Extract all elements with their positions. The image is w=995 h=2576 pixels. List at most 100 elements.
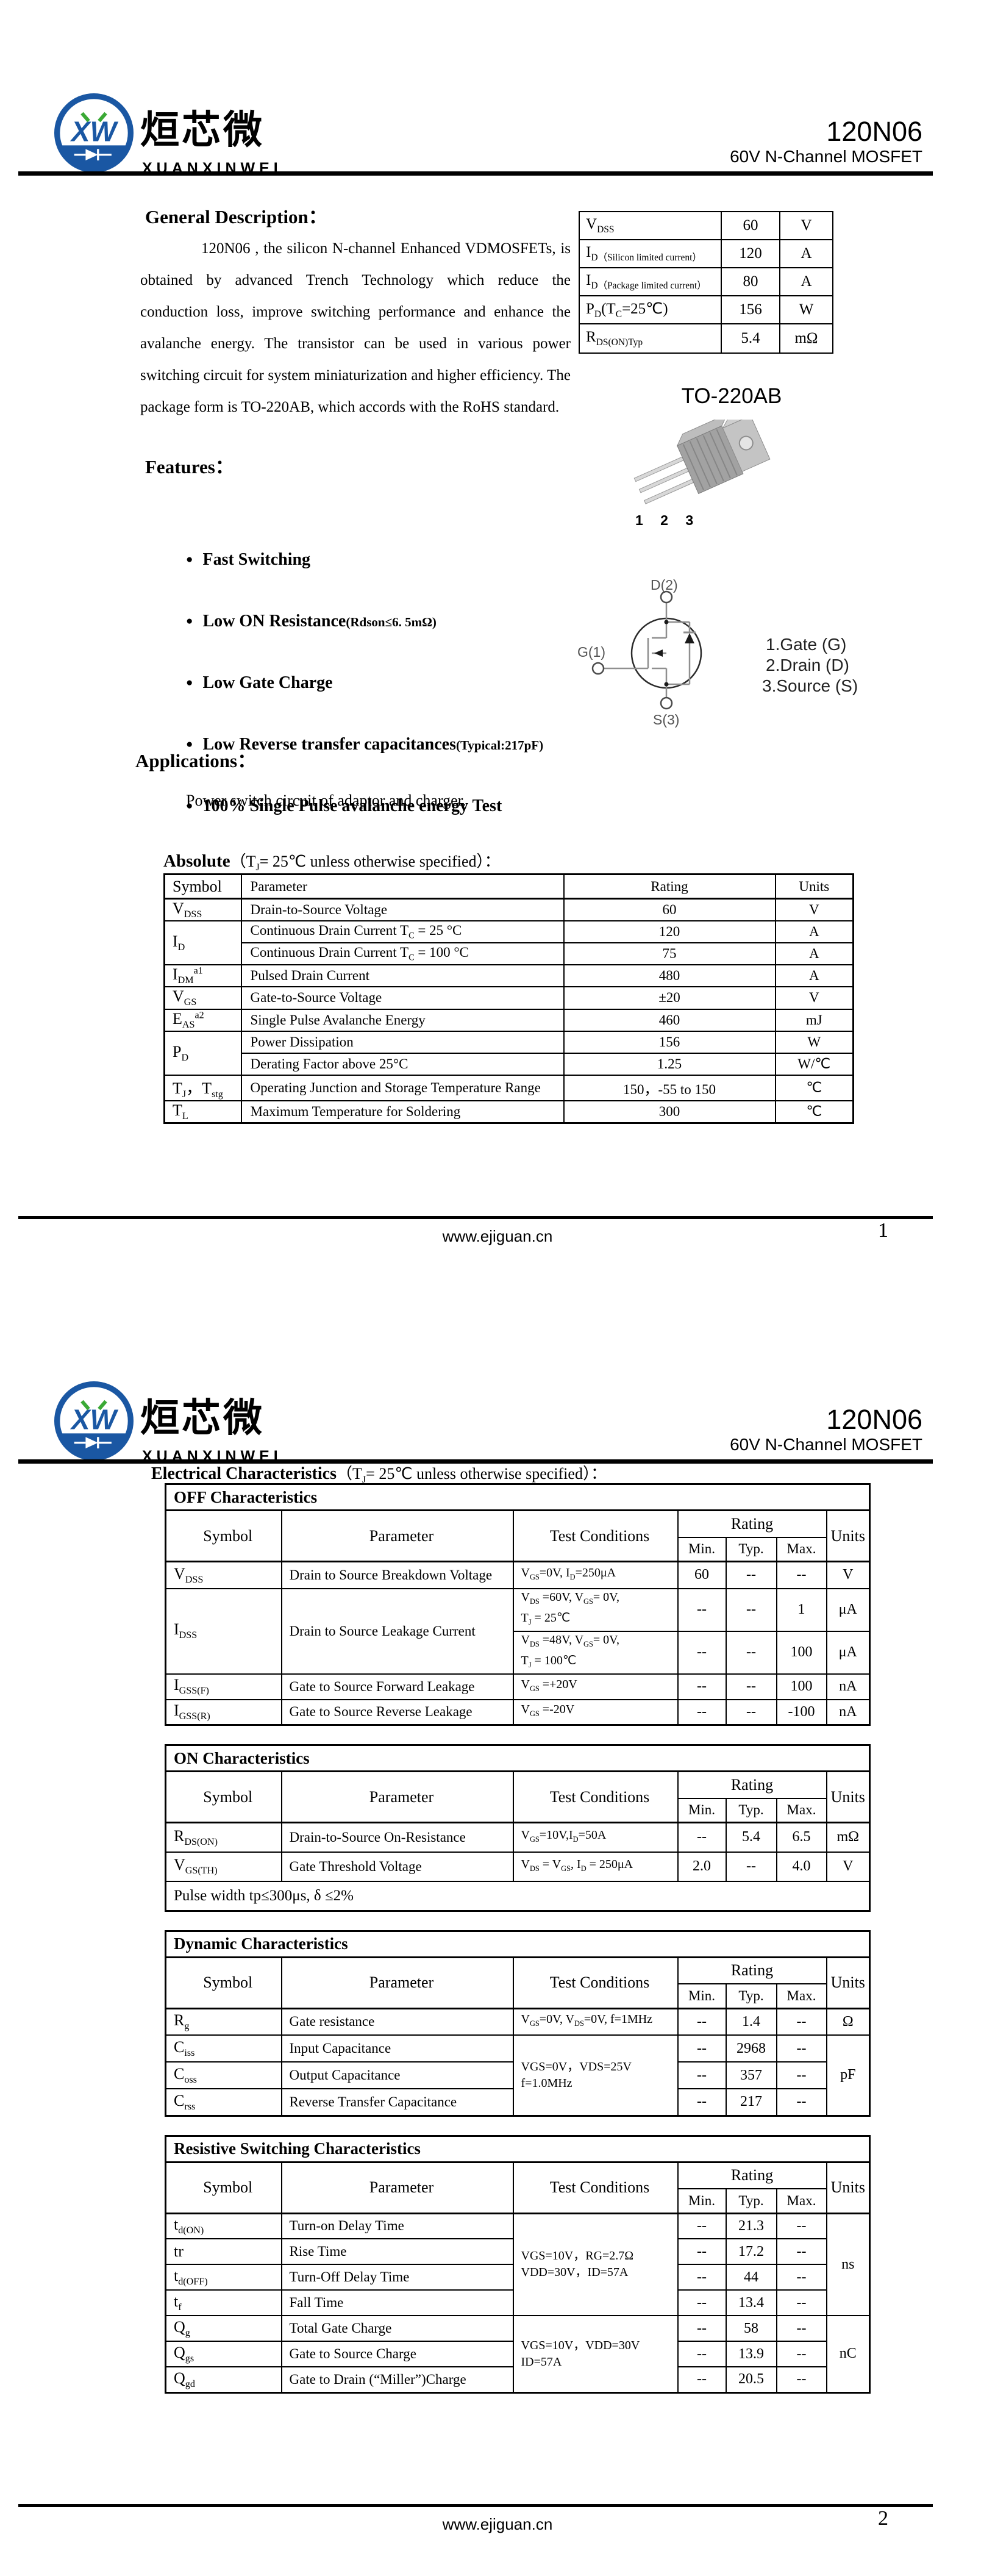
- cell-units: pF: [826, 2034, 871, 2116]
- cell-typ: 357: [725, 2061, 777, 2089]
- cell-min: --: [677, 2264, 727, 2291]
- cell-max: 100: [776, 1673, 827, 1700]
- footer-url[interactable]: www.ejiguan.cn: [442, 2515, 553, 2533]
- drain-label: D(2): [651, 577, 678, 593]
- cell-rating: 120: [563, 920, 776, 944]
- cell-typ: 5.4: [725, 1822, 777, 1853]
- col-header-units: Units: [826, 1956, 871, 2009]
- table-header-row: Symbol Parameter Test Conditions Rating …: [165, 1509, 871, 1562]
- cell-min: --: [677, 1698, 727, 1726]
- company-logo-icon: XW: [54, 1381, 134, 1461]
- cell-units: nC: [826, 2315, 871, 2393]
- cell-symbol: RDS(ON): [165, 1822, 282, 1853]
- col-header-min: Min.: [677, 1536, 727, 1562]
- col-header-typ: Typ.: [725, 1536, 777, 1562]
- cell-param: Continuous Drain Current TC = 100 °C: [240, 942, 565, 966]
- cell-cond: VDS = VGS, ID = 250μA: [512, 1851, 679, 1882]
- cell-max: --: [776, 2212, 827, 2239]
- table-header-row: Symbol Parameter Rating Units: [163, 873, 854, 900]
- table-title-row: ON Characteristics: [165, 1744, 871, 1772]
- cell-symbol: Coss: [165, 2061, 282, 2089]
- cell-param: ID（Package limited current）: [579, 267, 722, 296]
- cell-units: μA: [826, 1587, 871, 1632]
- list-item: ● Fast Switching: [186, 548, 543, 573]
- col-header-symbol: Symbol: [165, 2161, 282, 2214]
- table-row: td(ON) Turn-on Delay Time VGS=10V，RG=2.7…: [165, 2212, 871, 2316]
- header-part-block: 120N06 60V N-Channel MOSFET: [610, 117, 922, 167]
- gate-label: G(1): [577, 644, 605, 660]
- table-row: Qg Total Gate Charge VGS=10V，VDD=30V ID=5…: [165, 2315, 871, 2393]
- cell-symbol: IDSS: [165, 1587, 282, 1675]
- cell-symbol: VGS: [163, 986, 242, 1010]
- table-row: ID（Package limited current） 80 A: [579, 267, 833, 296]
- col-header-parameter: Parameter: [280, 1956, 514, 2009]
- table-row: Qgs Gate to Source Charge -- 13.9 --: [165, 2341, 870, 2367]
- col-header-conditions: Test Conditions: [512, 1770, 679, 1823]
- table-header-row: Min. Typ. Max.: [166, 1983, 870, 2009]
- cell-symbol: ID: [163, 920, 242, 966]
- cell-symbol: Qgd: [165, 2366, 282, 2393]
- table-row: PD(TC=25℃) 156 W: [579, 295, 833, 324]
- cell-symbol: td(ON): [165, 2212, 282, 2239]
- feature-text: Low Reverse transfer capacitances: [202, 735, 456, 754]
- svg-text:XW: XW: [70, 1404, 119, 1436]
- footer-url[interactable]: www.ejiguan.cn: [442, 1227, 553, 1245]
- table-note: Pulse width tp≤300μs, δ ≤2%: [165, 1880, 871, 1911]
- cell-typ: --: [725, 1587, 777, 1632]
- cell-cond: VGS=0V, VDS=0V, f=1MHz: [512, 2007, 679, 2036]
- cell-param: Gate Threshold Voltage: [280, 1851, 514, 1882]
- applications-title: Applications：: [135, 750, 257, 771]
- features-list: ● Fast Switching ● Low ON Resistance(Rdson…: [186, 548, 543, 856]
- cell-rating: 75: [563, 942, 776, 966]
- cell-min: --: [677, 2341, 727, 2367]
- cell-rating: 150，-55 to 150: [563, 1074, 776, 1101]
- table-row: IDMa1 Pulsed Drain Current 480 A: [163, 964, 854, 988]
- cell-typ: 20.5: [725, 2366, 777, 2393]
- cell-value: 156: [721, 295, 780, 324]
- cell-value: 60: [721, 211, 780, 240]
- feature-note: (Typical:217pF): [455, 738, 544, 753]
- table-row: td(OFF) Turn-Off Delay Time -- 44 --: [165, 2264, 870, 2291]
- cell-typ: --: [725, 1851, 777, 1882]
- cell-min: --: [677, 2212, 727, 2239]
- table-row: VGS Gate-to-Source Voltage ±20 V: [163, 986, 854, 1010]
- table-row: IDSS Drain to Source Leakage Current VDS…: [165, 1587, 871, 1675]
- col-header-rating: Rating: [677, 1956, 827, 1984]
- table-header-row: Min. Typ. Max.: [166, 2188, 870, 2214]
- cell-param: Drain to Source Leakage Current: [280, 1587, 514, 1675]
- cell-max: --: [776, 2289, 827, 2316]
- absolute-ratings-title: Absolute（TJ= 25℃ unless otherwise specif…: [163, 849, 501, 873]
- cell-symbol: VDSS: [163, 898, 242, 922]
- package-name: TO-220AB: [681, 384, 782, 408]
- cell-max: --: [776, 2088, 827, 2116]
- cell-units: A: [774, 942, 854, 966]
- cell-units: W: [774, 1030, 854, 1054]
- cell-min: --: [677, 2366, 727, 2393]
- table-row: Ciss Input Capacitance VGS=0V，VDS=25V f=1…: [165, 2034, 871, 2116]
- cell-typ: 1.4: [725, 2007, 777, 2036]
- cell-max: 6.5: [776, 1822, 827, 1853]
- cell-param: Drain to Source Breakdown Voltage: [280, 1561, 514, 1589]
- cell-max: --: [776, 2007, 827, 2036]
- absolute-maximum-ratings-table: Symbol Parameter Rating Units VDSS Drain…: [163, 873, 854, 1125]
- features-title: Features：: [145, 456, 234, 478]
- col-header-typ: Typ.: [725, 2188, 777, 2214]
- cell-units: V: [774, 898, 854, 922]
- cell-rating: 1.25: [563, 1052, 776, 1076]
- cell-min: --: [677, 2061, 727, 2089]
- table-note-row: Pulse width tp≤300μs, δ ≤2%: [165, 1880, 871, 1911]
- col-header-units: Units: [826, 2161, 871, 2214]
- col-header-symbol: Symbol: [165, 1770, 282, 1823]
- table-title: Resistive Switching Characteristics: [165, 2135, 871, 2163]
- cell-units: ℃: [774, 1074, 854, 1101]
- feature-text: Fast Switching: [202, 550, 311, 569]
- cell-param: VDSS: [579, 211, 722, 240]
- cell-rating: 460: [563, 1008, 776, 1032]
- table-row: RDS(ON) Drain-to-Source On-Resistance VG…: [165, 1822, 871, 1853]
- table-row: Crss Reverse Transfer Capacitance -- 217…: [165, 2088, 870, 2116]
- cell-rating: 60: [563, 898, 776, 922]
- cell-param: Gate resistance: [280, 2007, 514, 2036]
- col-header-rating: Rating: [677, 1770, 827, 1799]
- cell-symbol: TL: [163, 1100, 242, 1124]
